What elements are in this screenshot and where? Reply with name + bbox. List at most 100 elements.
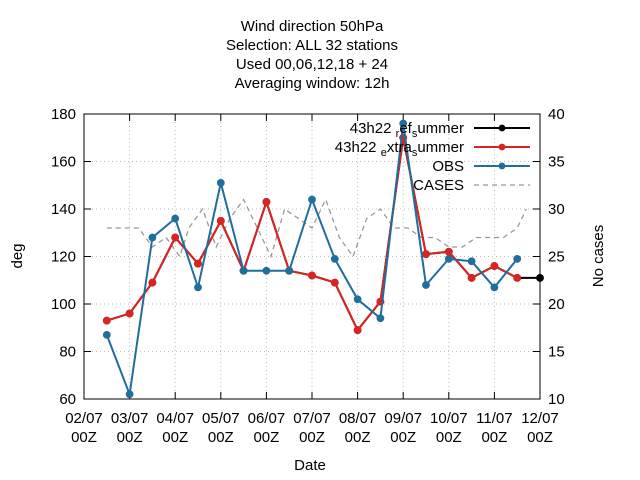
grid [84, 114, 540, 399]
chart-title-line: Selection: ALL 32 stations [226, 37, 398, 54]
legend-label: CASES [413, 177, 464, 194]
x-tick-label-date: 08/07 [339, 410, 377, 427]
chart-title-group: Wind direction 50hPa Selection: ALL 32 st… [226, 18, 398, 92]
y-tick-label: 100 [51, 296, 76, 313]
data-point [399, 119, 408, 128]
data-point [444, 254, 453, 263]
data-point [330, 278, 339, 287]
x-tick-label-hour: 00Z [390, 429, 416, 446]
chart-title-line: Averaging window: 12h [235, 75, 390, 92]
x-tick-label-date: 02/07 [65, 410, 103, 427]
data-point [308, 195, 316, 204]
legend-label-part: r [396, 128, 400, 140]
x-tick-label-hour: 00Z [436, 429, 462, 446]
series-line [106, 197, 527, 259]
y2-tick-label: 35 [548, 154, 565, 171]
data-point [102, 316, 111, 325]
y-axis-ticks: 60 80 100 120 140 160 180 [51, 106, 540, 408]
data-point [467, 273, 476, 282]
legend-label-part: ummer [417, 120, 464, 137]
x-tick-label-hour: 00Z [253, 429, 279, 446]
data-point [239, 266, 248, 275]
data-point [148, 278, 157, 287]
data-point [376, 314, 385, 323]
legend-sample-point [498, 124, 506, 132]
data-point [490, 262, 499, 270]
legend-label-part: ummer [417, 139, 464, 156]
x-tick-label-date: 10/07 [430, 410, 468, 427]
x-tick-label-date: 05/07 [202, 410, 240, 427]
x-tick-label-hour: 00Z [345, 429, 371, 446]
y-axis-title: deg [9, 243, 26, 268]
x-tick-label-date: 07/07 [293, 410, 331, 427]
x-tick-label-hour: 00Z [481, 429, 507, 446]
x-tick-label-date: 09/07 [384, 410, 422, 427]
chart-title-line: Wind direction 50hPa [241, 18, 384, 35]
x-tick-label-hour: 00Z [162, 429, 188, 446]
data-point [536, 273, 544, 282]
data-point [422, 281, 430, 289]
y-tick-label: 140 [51, 201, 76, 218]
data-point [125, 390, 134, 399]
x-axis-title: Date [294, 457, 326, 474]
chart-title-line: Used 00,06,12,18 + 24 [236, 56, 388, 73]
x-tick-label-date: 12/07 [521, 410, 559, 427]
legend-sample-point [498, 162, 506, 170]
legend-label-part: ef [399, 120, 412, 137]
x-axis-ticks: 02/07 00Z 03/07 00Z 04/07 00Z 05/07 00Z 06/07 00Z… [65, 114, 559, 446]
data-point [125, 309, 134, 318]
data-point [262, 197, 271, 206]
legend-label: 43h22 extrasummer [335, 139, 464, 159]
x-tick-label-hour: 00Z [71, 429, 97, 446]
y-tick-label: 120 [51, 249, 76, 266]
y-tick-label: 60 [59, 391, 76, 408]
data-point [262, 266, 271, 275]
y-tick-label: 80 [59, 344, 76, 361]
x-tick-label-hour: 00Z [299, 429, 325, 446]
data-point [513, 254, 522, 263]
data-point [102, 330, 111, 339]
data-point [513, 273, 522, 282]
legend-label: OBS [432, 158, 464, 175]
legend-label-part: xtra [387, 139, 413, 156]
data-point [330, 254, 339, 263]
x-tick-label-hour: 00Z [117, 429, 143, 446]
data-point [444, 247, 453, 256]
legend-label-part: e [381, 147, 387, 159]
data-point [490, 283, 499, 292]
series-group [102, 119, 544, 399]
data-point [353, 295, 362, 304]
x-tick-label-hour: 00Z [208, 429, 234, 446]
legend-sample-point [498, 143, 506, 151]
y2-tick-label: 30 [548, 201, 565, 218]
legend-label-part: s [412, 128, 418, 140]
legend-label: 43h22 refsummer [350, 120, 464, 140]
data-point [467, 257, 476, 266]
x-tick-label-date: 11/07 [476, 410, 512, 427]
data-point [171, 214, 180, 223]
y-tick-label: 180 [51, 106, 76, 123]
data-point [216, 178, 225, 187]
y2-tick-label: 40 [548, 106, 565, 123]
x-tick-label-date: 03/07 [111, 410, 149, 427]
y2-axis-ticks: 10 15 20 25 30 35 40 [548, 106, 565, 408]
x-tick-label-hour: 00Z [527, 429, 553, 446]
data-point [194, 283, 202, 292]
data-point [353, 326, 362, 335]
y-tick-label: 160 [51, 154, 76, 171]
data-point [148, 233, 157, 242]
y2-axis-title: No cases [590, 225, 607, 288]
data-point [285, 266, 294, 275]
data-point [194, 259, 202, 268]
y2-tick-label: 10 [548, 391, 565, 408]
data-point [422, 250, 430, 259]
y2-tick-label: 25 [548, 249, 565, 266]
data-point [171, 233, 180, 242]
data-point [308, 271, 316, 280]
y2-tick-label: 20 [548, 296, 565, 313]
legend-label-part: 43h22 [350, 120, 396, 137]
data-point [216, 216, 225, 225]
